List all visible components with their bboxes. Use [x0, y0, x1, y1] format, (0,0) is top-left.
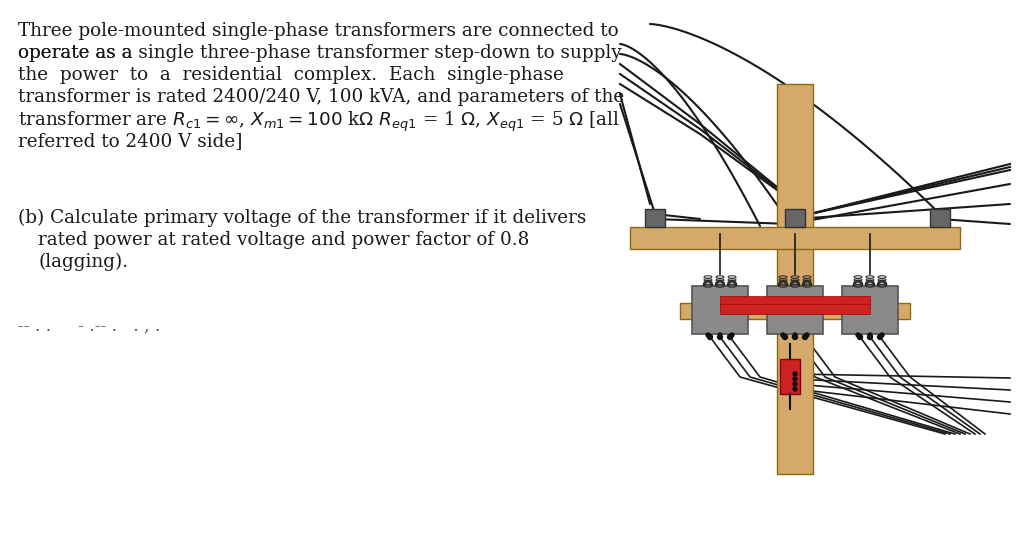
Text: operate as a: operate as a — [18, 44, 138, 62]
Text: referred to 2400 V side]: referred to 2400 V side] — [18, 132, 243, 150]
Bar — [767, 286, 823, 334]
Bar — [785, 209, 805, 227]
Bar — [630, 227, 961, 249]
Text: -- . .     - .-- .   . , .: -- . . - .-- . . , . — [18, 319, 161, 336]
Circle shape — [706, 333, 710, 337]
Text: operate as a ​single three-phase transformer step-down​ to supply: operate as a ​single three-phase transfo… — [18, 44, 622, 62]
Circle shape — [868, 333, 872, 337]
Bar — [645, 209, 665, 227]
Bar — [777, 84, 813, 474]
Circle shape — [781, 333, 785, 337]
Bar — [930, 209, 950, 227]
Circle shape — [793, 387, 797, 391]
Text: the  power  to  a  residential  complex.  ​Each  single-phase: the power to a residential complex. ​Eac… — [18, 66, 564, 84]
Text: transformer are $R_{c1}$$=\infty$, $X_{m1}$$=100$ k$\Omega$ $R_{eq1}$ = 1 $\Omeg: transformer are $R_{c1}$$=\infty$, $X_{m… — [18, 110, 620, 134]
Circle shape — [880, 333, 884, 337]
Circle shape — [867, 334, 872, 340]
Circle shape — [803, 334, 808, 340]
Circle shape — [856, 333, 860, 337]
Text: Three pole-mounted single-phase transformers are connected to: Three pole-mounted single-phase transfor… — [18, 22, 618, 40]
Circle shape — [793, 333, 797, 337]
Text: (lagging).: (lagging). — [38, 253, 128, 271]
Circle shape — [805, 333, 809, 337]
Circle shape — [708, 334, 713, 340]
Circle shape — [793, 334, 798, 340]
Circle shape — [793, 377, 797, 381]
Bar — [692, 286, 748, 334]
Text: operate as a: operate as a — [18, 44, 138, 62]
Bar — [720, 304, 870, 314]
Text: ​rated power at rated voltage​ and power factor of 0.8: ​rated power at rated voltage​ and power… — [38, 231, 529, 249]
Circle shape — [727, 334, 732, 340]
Circle shape — [857, 334, 862, 340]
Circle shape — [793, 372, 797, 376]
Circle shape — [793, 382, 797, 386]
Circle shape — [718, 333, 722, 337]
Bar — [842, 286, 898, 334]
Bar — [720, 296, 870, 306]
Text: ​transformer​ is rated 2400/240 V, 100 kVA, and parameters of the: ​transformer​ is rated 2400/240 V, 100 k… — [18, 88, 625, 106]
Bar — [780, 359, 800, 394]
Circle shape — [782, 334, 787, 340]
Circle shape — [878, 334, 883, 340]
Bar — [680, 303, 910, 319]
Circle shape — [730, 333, 734, 337]
Circle shape — [718, 334, 723, 340]
Text: (b) Calculate ​primary voltage​ of the transformer if it delivers: (b) Calculate ​primary voltage​ of the t… — [18, 209, 587, 227]
